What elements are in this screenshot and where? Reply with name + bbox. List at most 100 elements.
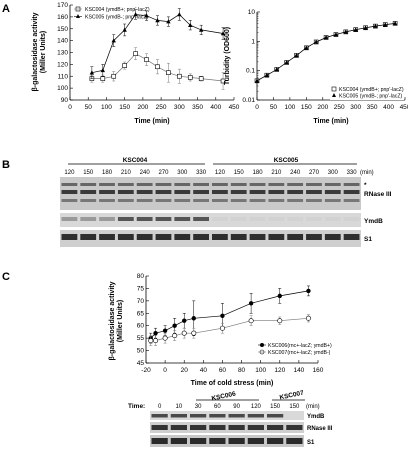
legend-label: KSC005 (ymdB-; pnp'-lacZ) bbox=[339, 94, 403, 100]
x-tick-label: 300 bbox=[174, 104, 185, 111]
band bbox=[99, 183, 115, 186]
blot-strip bbox=[150, 435, 304, 447]
x-tick-label: 300 bbox=[350, 104, 361, 111]
x-tick-label: 80 bbox=[238, 367, 246, 374]
band bbox=[155, 199, 172, 202]
x-tick-label: 100 bbox=[255, 367, 266, 374]
band bbox=[61, 199, 78, 202]
y-tick-label: 0.1 bbox=[246, 68, 255, 75]
x-tick-label: 40 bbox=[200, 367, 208, 374]
y-tick-label: 80 bbox=[137, 273, 145, 280]
x-axis-label: Time of cold stress (min) bbox=[191, 380, 274, 387]
band bbox=[212, 190, 228, 194]
x-tick-label: 400 bbox=[383, 104, 394, 111]
band bbox=[190, 438, 207, 444]
time-unit-label: (min) bbox=[306, 404, 320, 410]
series-line bbox=[91, 14, 224, 74]
band bbox=[267, 438, 284, 444]
y-tick-label: 100 bbox=[57, 85, 68, 92]
data-point bbox=[277, 293, 282, 299]
y-tick-label: 0.01 bbox=[242, 97, 255, 104]
y-tick-label: 70 bbox=[137, 298, 145, 305]
lane-label: 210 bbox=[121, 170, 132, 176]
band bbox=[306, 190, 322, 194]
data-point bbox=[188, 22, 193, 27]
band bbox=[99, 199, 115, 202]
x-tick-label: 100 bbox=[101, 104, 112, 111]
band bbox=[230, 183, 247, 186]
lane-label: 330 bbox=[196, 170, 207, 176]
x-tick-label: 200 bbox=[317, 104, 328, 111]
band bbox=[268, 190, 285, 194]
strain-label-ksc004: KSC004 bbox=[123, 157, 148, 164]
band bbox=[247, 414, 264, 418]
data-point bbox=[199, 27, 204, 32]
y-tick-label: 120 bbox=[57, 61, 68, 68]
data-point bbox=[177, 73, 182, 79]
band bbox=[247, 438, 264, 444]
band bbox=[286, 425, 303, 430]
band bbox=[249, 183, 266, 186]
data-point bbox=[89, 70, 95, 75]
lane-label: 270 bbox=[158, 170, 169, 176]
data-point bbox=[191, 330, 197, 336]
band bbox=[151, 414, 168, 418]
band bbox=[170, 438, 187, 444]
x-tick-label: 20 bbox=[181, 367, 189, 374]
band bbox=[212, 199, 228, 202]
band bbox=[268, 199, 285, 202]
band bbox=[343, 190, 360, 194]
x-axis-label: Time (min) bbox=[134, 118, 169, 125]
chart-a-right: 0.01 0.1 1 10 0 50 100 150 200 250 300 350 400 450 T… bbox=[224, 9, 408, 125]
band bbox=[343, 183, 360, 186]
data-point bbox=[100, 76, 106, 81]
band bbox=[155, 234, 172, 240]
band bbox=[61, 190, 78, 194]
band bbox=[117, 234, 134, 240]
band bbox=[117, 190, 134, 194]
band bbox=[267, 414, 284, 418]
blot-strip bbox=[150, 422, 304, 433]
band bbox=[99, 190, 115, 194]
panel-c: C 45 50 55 60 65 70 75 80 -20 0 20 40 60 80 100 120 140… bbox=[0, 268, 408, 448]
x-tick-label: 160 bbox=[313, 367, 324, 374]
band bbox=[209, 414, 226, 418]
data-point bbox=[122, 27, 127, 32]
band bbox=[287, 217, 304, 221]
data-point bbox=[155, 64, 160, 70]
x-axis-label: Time (min) bbox=[313, 118, 348, 125]
lane-label: 150 bbox=[289, 404, 300, 410]
y-axis-label-units: (Miller Units) bbox=[40, 31, 47, 73]
band bbox=[324, 183, 341, 186]
band bbox=[155, 183, 172, 186]
data-point bbox=[153, 330, 158, 336]
data-point bbox=[305, 315, 311, 321]
data-point bbox=[144, 13, 149, 18]
band bbox=[286, 414, 303, 418]
band bbox=[287, 183, 304, 186]
band bbox=[136, 183, 153, 186]
lane-label: 120 bbox=[64, 170, 75, 176]
band bbox=[174, 183, 191, 186]
y-tick-label: 170 bbox=[57, 2, 68, 9]
band bbox=[209, 438, 226, 444]
y-tick-label: 1 bbox=[251, 38, 255, 45]
x-tick-label: 120 bbox=[274, 367, 285, 374]
panel-letter-a: A bbox=[2, 3, 10, 15]
blot-strip bbox=[60, 230, 361, 247]
x-tick-label: 0 bbox=[163, 367, 167, 374]
blotc-rnase3: RNase III bbox=[150, 422, 333, 433]
band bbox=[249, 234, 266, 240]
band bbox=[174, 217, 191, 221]
band bbox=[230, 217, 247, 221]
y-tick-label: 75 bbox=[137, 285, 145, 292]
data-point bbox=[373, 23, 378, 28]
band bbox=[343, 199, 360, 202]
chart-c: 45 50 55 60 65 70 75 80 -20 0 20 40 60 80 100 120 140 16… bbox=[109, 273, 332, 387]
x-tick-label: 60 bbox=[219, 367, 227, 374]
x-tick-label: 50 bbox=[85, 104, 93, 111]
band bbox=[151, 425, 168, 430]
time-label: Time: bbox=[128, 403, 145, 410]
blot-strip bbox=[150, 411, 304, 420]
data-point bbox=[198, 76, 204, 81]
